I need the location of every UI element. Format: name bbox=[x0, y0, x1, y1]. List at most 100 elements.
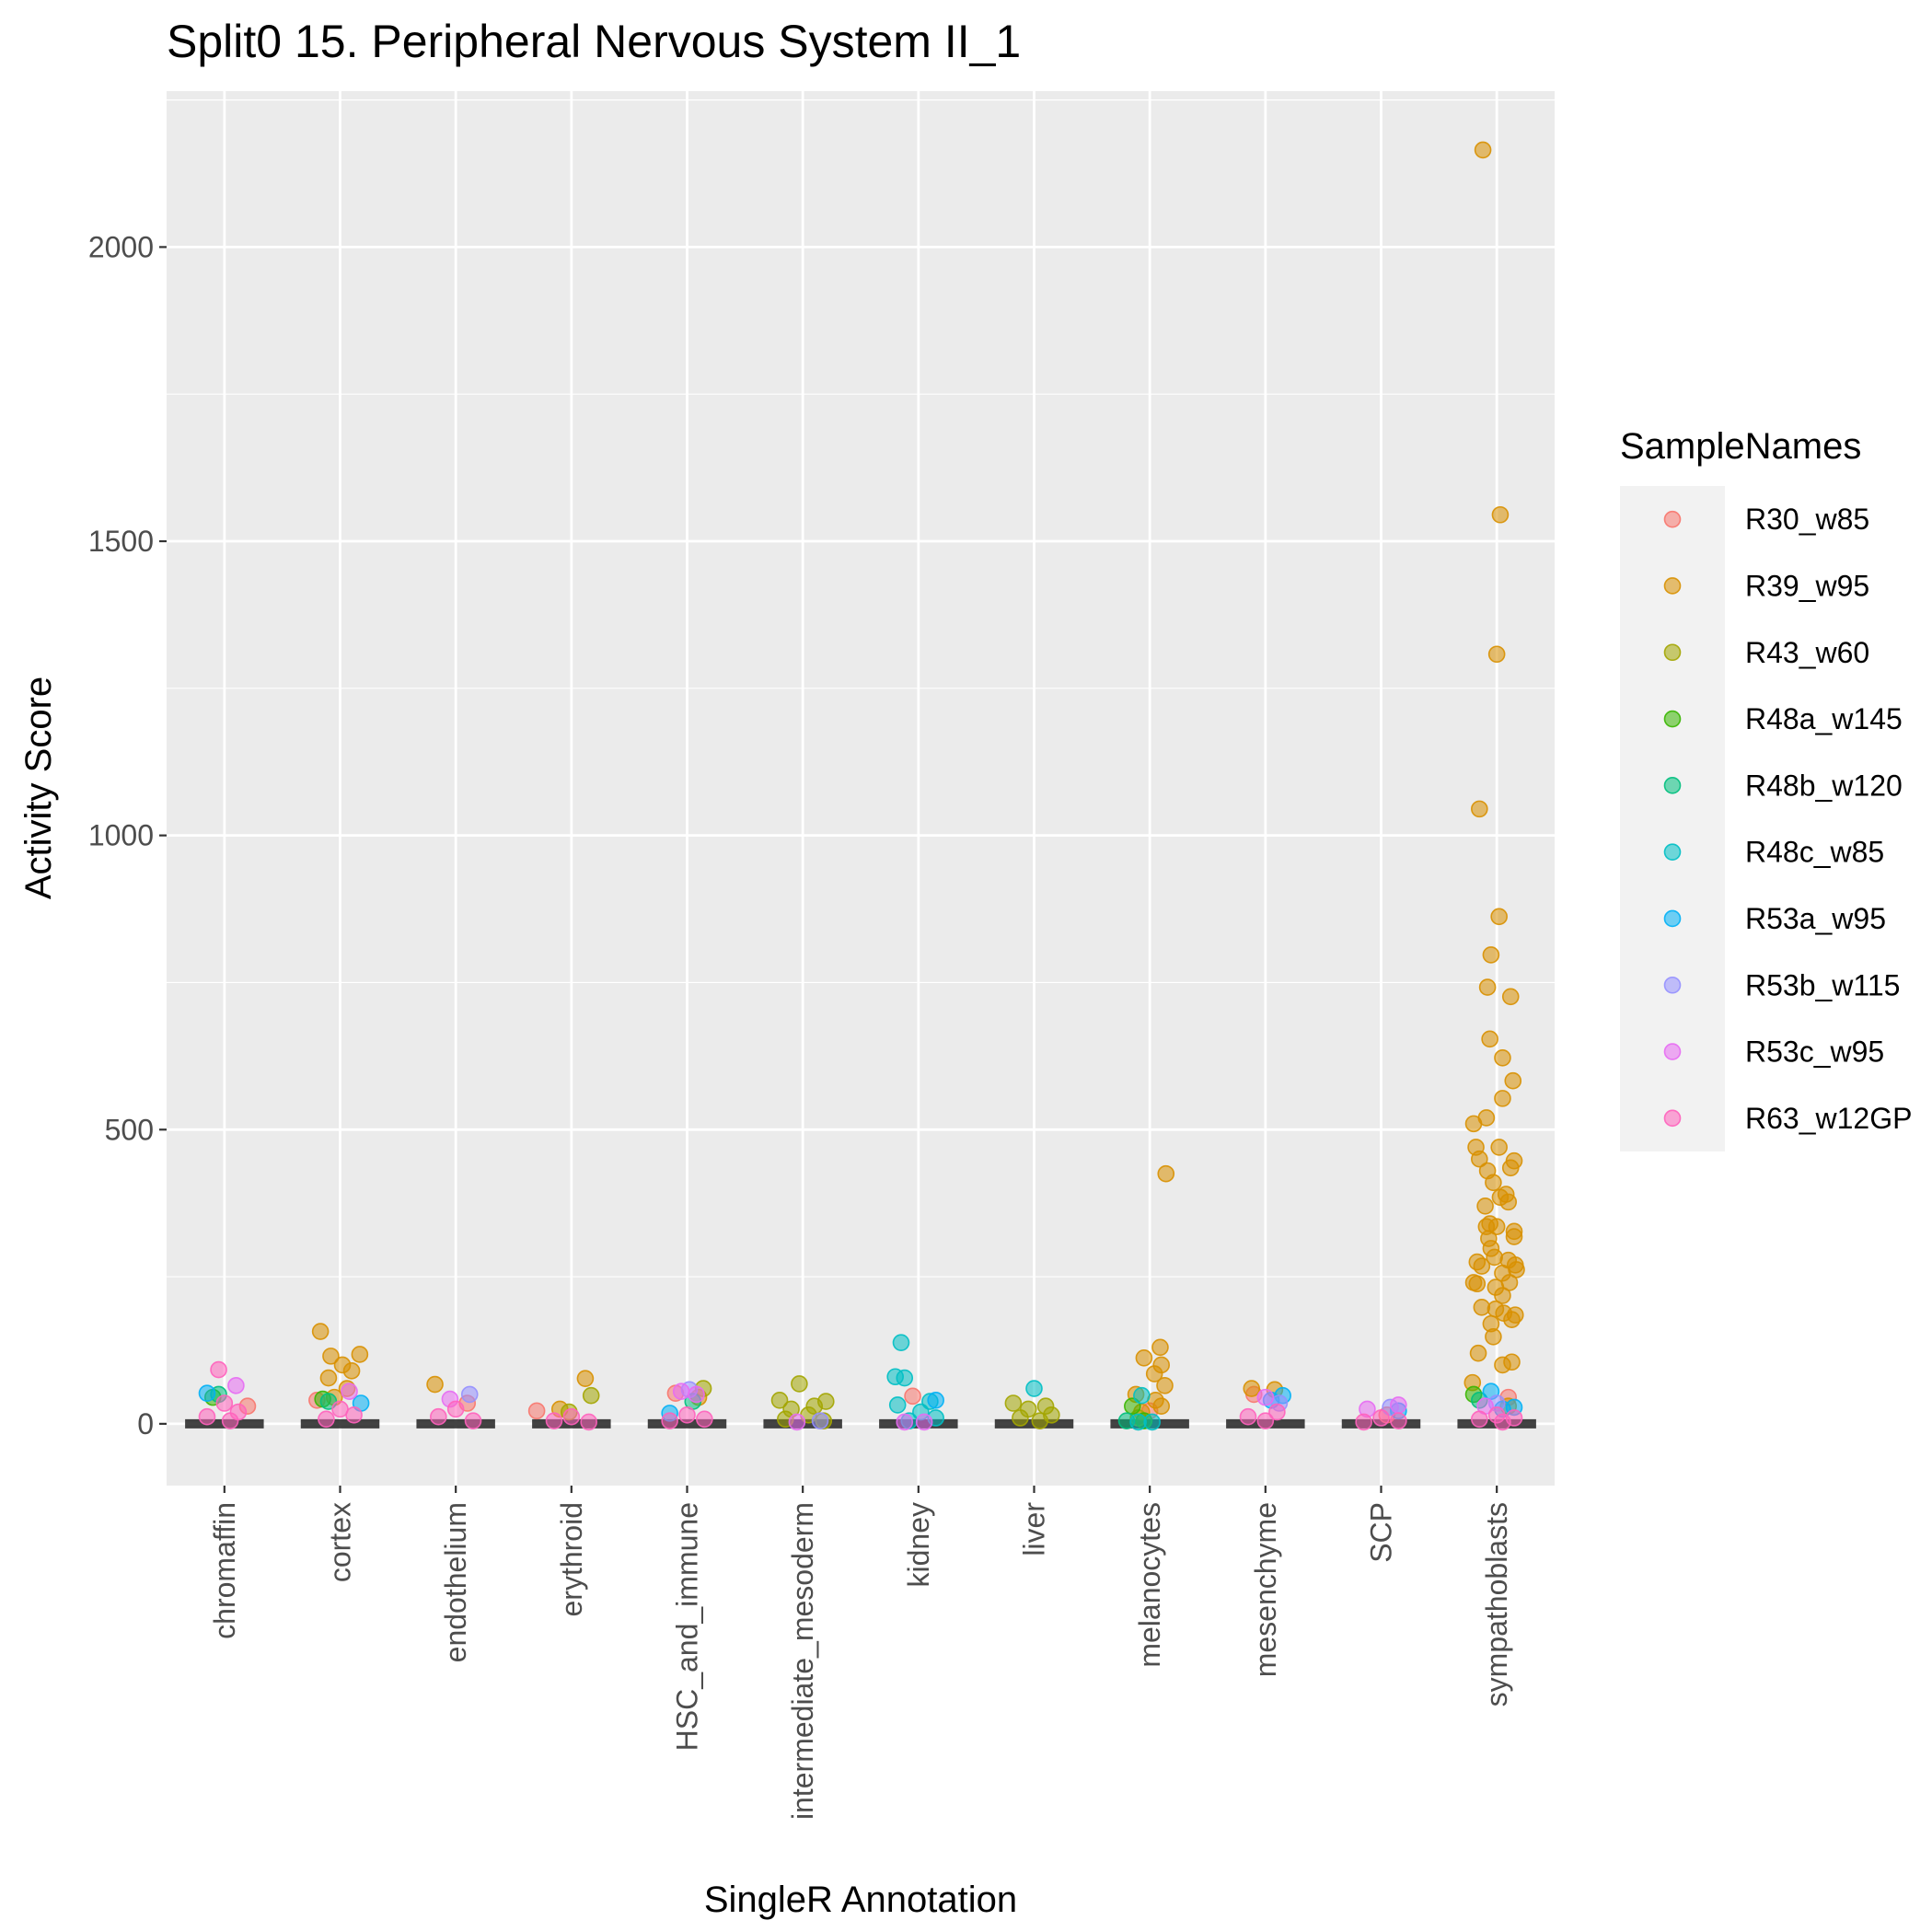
data-point bbox=[1473, 1299, 1491, 1316]
data-point bbox=[1503, 1311, 1521, 1329]
data-point bbox=[788, 1413, 806, 1431]
data-point bbox=[696, 1410, 713, 1429]
chart-title: Split0 15. Peripheral Nervous System II_… bbox=[167, 16, 1021, 67]
data-point bbox=[1012, 1409, 1029, 1427]
data-point bbox=[1501, 988, 1520, 1006]
data-point bbox=[1485, 1174, 1502, 1192]
legend-title: SampleNames bbox=[1620, 426, 1861, 467]
major-gridlines bbox=[167, 91, 1555, 1486]
data-point bbox=[464, 1412, 482, 1429]
data-point bbox=[1256, 1412, 1275, 1429]
minor-gridlines bbox=[167, 98, 1555, 1278]
data-point bbox=[545, 1412, 563, 1429]
data-point bbox=[341, 1382, 358, 1401]
data-point bbox=[1243, 1380, 1261, 1397]
data-point bbox=[198, 1384, 216, 1402]
data-point bbox=[1256, 1388, 1275, 1406]
x-tick-label: endothelium bbox=[439, 1502, 472, 1662]
data-point bbox=[333, 1356, 352, 1374]
data-point bbox=[672, 1382, 690, 1401]
data-point bbox=[576, 1370, 595, 1387]
data-point bbox=[318, 1410, 335, 1429]
data-point bbox=[319, 1369, 338, 1387]
data-point bbox=[1505, 1228, 1523, 1245]
data-point bbox=[1239, 1407, 1257, 1426]
data-point bbox=[896, 1369, 914, 1387]
data-point bbox=[791, 1375, 808, 1393]
legend-key bbox=[1663, 510, 1682, 528]
x-tick-label: kidney bbox=[902, 1502, 935, 1588]
data-point bbox=[1157, 1164, 1175, 1183]
data-point bbox=[1482, 946, 1500, 964]
x-tick-label: sympathoblasts bbox=[1480, 1502, 1513, 1706]
x-tick-label: chromaffin bbox=[208, 1502, 241, 1639]
data-points bbox=[198, 141, 1525, 1431]
x-tick-label: cortex bbox=[324, 1502, 357, 1582]
legend-label: R39_w95 bbox=[1745, 569, 1869, 602]
data-point bbox=[460, 1385, 479, 1404]
data-point bbox=[1490, 1139, 1508, 1156]
x-tick-label: melanocytes bbox=[1133, 1502, 1166, 1668]
legend-key bbox=[1663, 643, 1682, 662]
y-axis-title: Activity Score bbox=[18, 677, 59, 899]
data-point bbox=[770, 1392, 789, 1409]
y-tick-label: 500 bbox=[105, 1113, 154, 1146]
legend-key bbox=[1663, 909, 1682, 928]
data-point bbox=[426, 1375, 444, 1394]
y-tick-label: 1500 bbox=[88, 525, 154, 558]
y-tick-label: 0 bbox=[137, 1407, 154, 1440]
data-point bbox=[1004, 1394, 1023, 1412]
legend-label: R48a_w145 bbox=[1745, 702, 1903, 735]
data-point bbox=[896, 1413, 914, 1431]
data-point bbox=[1487, 1218, 1506, 1236]
data-point bbox=[351, 1346, 369, 1363]
data-point bbox=[221, 1412, 239, 1429]
data-point bbox=[1471, 800, 1488, 818]
data-point bbox=[430, 1407, 447, 1426]
data-point bbox=[1268, 1403, 1286, 1421]
legend-key bbox=[1663, 1043, 1682, 1060]
data-point bbox=[1476, 1197, 1494, 1215]
data-point bbox=[1145, 1365, 1163, 1382]
data-point bbox=[1151, 1338, 1169, 1357]
legend-key bbox=[1663, 1109, 1682, 1128]
x-axis-title: SingleR Annotation bbox=[704, 1880, 1017, 1920]
data-point bbox=[1487, 645, 1506, 664]
data-point bbox=[582, 1386, 600, 1405]
legend-key bbox=[1663, 843, 1682, 861]
data-point bbox=[1471, 1410, 1488, 1429]
data-point bbox=[1481, 1030, 1498, 1048]
plot-panel bbox=[167, 91, 1555, 1486]
data-point bbox=[1494, 1090, 1511, 1107]
data-point bbox=[1494, 1287, 1511, 1304]
legend-key bbox=[1663, 777, 1682, 794]
data-point bbox=[678, 1406, 696, 1424]
data-point bbox=[1133, 1386, 1151, 1405]
data-point bbox=[1474, 141, 1492, 159]
zero-density-band bbox=[300, 1418, 380, 1429]
data-point bbox=[227, 1377, 245, 1394]
data-point bbox=[527, 1402, 546, 1420]
data-point bbox=[1464, 1115, 1483, 1133]
data-point bbox=[1478, 978, 1497, 996]
x-tick-label: mesenchyme bbox=[1249, 1502, 1282, 1677]
data-point bbox=[1473, 1257, 1491, 1275]
data-point bbox=[688, 1385, 705, 1404]
data-point bbox=[1490, 908, 1508, 926]
data-point bbox=[322, 1348, 340, 1365]
data-point bbox=[1485, 1327, 1502, 1346]
zero-density-band bbox=[416, 1418, 495, 1429]
zero-density-band bbox=[647, 1418, 727, 1429]
data-point bbox=[1390, 1396, 1407, 1414]
data-point bbox=[311, 1323, 330, 1340]
data-point bbox=[1390, 1412, 1407, 1429]
x-tick-label: intermediate_mesoderm bbox=[786, 1502, 819, 1820]
y-tick-label: 1000 bbox=[88, 819, 154, 852]
legend-label: R43_w60 bbox=[1745, 636, 1869, 669]
data-point bbox=[1471, 1150, 1488, 1168]
data-point bbox=[580, 1413, 597, 1431]
data-point bbox=[345, 1406, 363, 1424]
data-point bbox=[1355, 1413, 1372, 1431]
legend-label: R30_w85 bbox=[1745, 503, 1869, 536]
